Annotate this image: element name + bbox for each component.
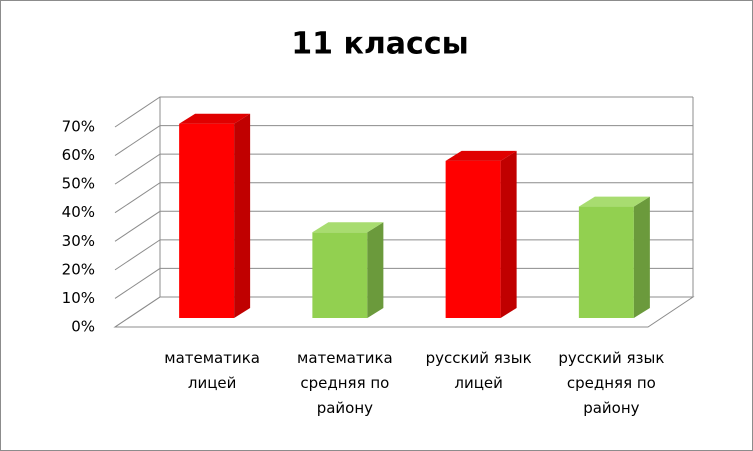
y-tick-label: 10%	[62, 289, 95, 307]
y-tick-label: 50%	[62, 175, 95, 193]
bar-side	[500, 150, 517, 318]
bar	[312, 232, 368, 318]
bar-side	[367, 222, 384, 318]
chart-title: 11 классы	[291, 27, 468, 62]
bar-top	[179, 113, 251, 124]
y-tick-label: 70%	[62, 118, 95, 136]
grid-line	[114, 125, 693, 156]
bar-top	[445, 150, 517, 161]
bar	[179, 123, 235, 318]
bar-side	[633, 196, 650, 318]
bar	[578, 206, 634, 318]
bar	[445, 160, 501, 318]
y-tick-label: 30%	[62, 232, 95, 250]
bar-top	[578, 196, 650, 207]
x-tick-label: математика средняя по району	[297, 349, 393, 417]
y-tick-label: 20%	[62, 260, 95, 278]
y-tick-label: 60%	[62, 146, 95, 164]
x-tick-label: русский язык средняя по району	[558, 349, 665, 417]
grid-line	[114, 96, 693, 128]
x-tick-label: русский язык лицей	[425, 349, 532, 392]
bar-side	[234, 113, 251, 318]
bar-top	[312, 222, 384, 233]
y-tick-label: 40%	[62, 203, 95, 221]
x-tick-label: математика лицей	[164, 349, 260, 392]
y-tick-label: 0%	[71, 318, 95, 336]
